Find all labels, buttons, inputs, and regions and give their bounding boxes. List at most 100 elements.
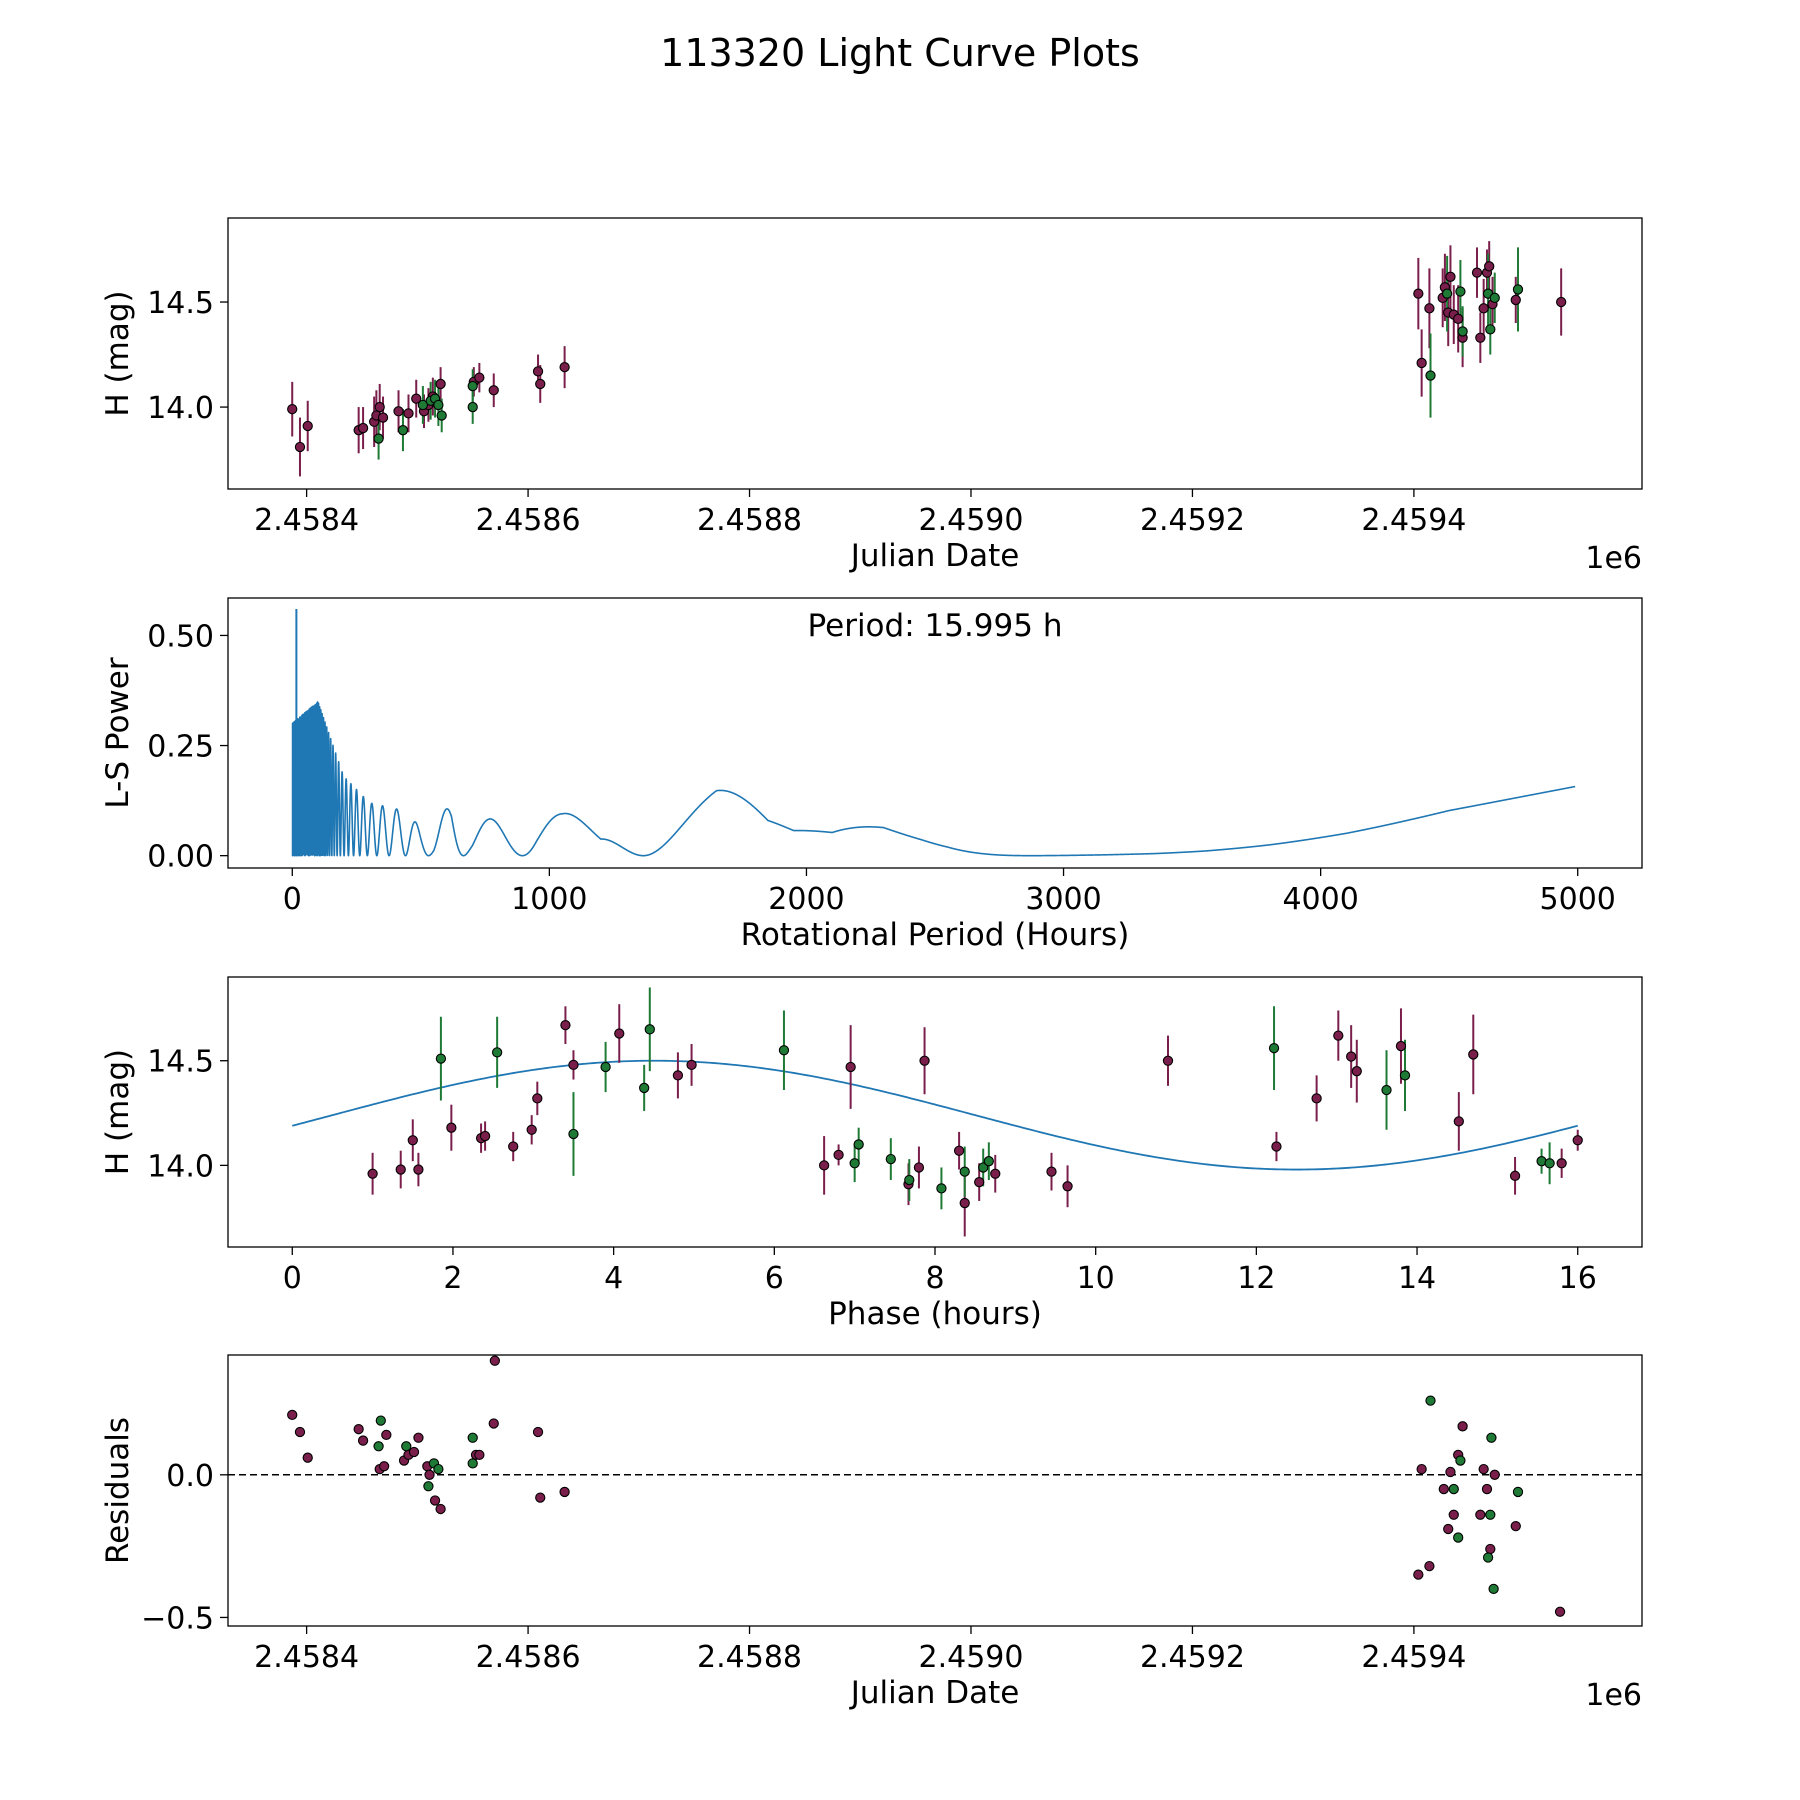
figure-title: 113320 Light Curve Plots xyxy=(660,31,1140,75)
r-band-point xyxy=(953,1145,965,1156)
g-band-point xyxy=(885,1153,896,1165)
r-band-point xyxy=(1413,1569,1424,1580)
g-band-point xyxy=(639,1082,650,1094)
r-band-point xyxy=(1554,1606,1566,1617)
y-axis-label: H (mag) xyxy=(100,290,136,416)
r-band-point xyxy=(1445,271,1456,282)
x-tick-label: 3000 xyxy=(1025,882,1101,917)
r-band-point xyxy=(1484,261,1495,272)
g-band-point xyxy=(1455,1455,1466,1466)
x-tick-label: 2.4588 xyxy=(697,1640,802,1675)
r-band-point xyxy=(560,1019,571,1031)
r-band-point xyxy=(990,1168,1001,1179)
r-band-point xyxy=(1509,1170,1521,1181)
r-band-point xyxy=(294,441,306,453)
r-band-point xyxy=(446,1122,457,1133)
r-band-point xyxy=(413,1164,424,1175)
r-band-point xyxy=(435,1503,446,1515)
x-axis-label: Julian Date xyxy=(849,1675,1020,1711)
r-band-point xyxy=(1346,1051,1357,1062)
y-axis-label: L-S Power xyxy=(100,657,136,808)
r-band-point xyxy=(818,1160,830,1171)
x-tick-label: 2.4592 xyxy=(1140,503,1245,538)
y-tick-label: −0.5 xyxy=(141,1601,214,1636)
y-tick-label: 14.0 xyxy=(147,391,214,426)
x-tick-label: 2.4594 xyxy=(1361,503,1466,538)
r-band-point xyxy=(395,1164,406,1175)
periodogram-line xyxy=(291,701,1576,857)
r-band-point xyxy=(407,1135,418,1146)
plot-area xyxy=(292,987,1583,1237)
x-tick-label: 2.4592 xyxy=(1140,1640,1245,1675)
r-band-point xyxy=(1468,1049,1479,1060)
g-band-point xyxy=(853,1139,864,1150)
r-band-point xyxy=(424,1469,435,1480)
plot-area xyxy=(291,609,1576,857)
x-tick-label: 2.4588 xyxy=(697,503,802,538)
x-tick-label: 2.4590 xyxy=(918,1640,1023,1675)
g-band-point xyxy=(1488,1583,1499,1595)
y-tick-label: 0.0 xyxy=(166,1459,214,1494)
x-tick-label: 2.4584 xyxy=(254,1640,359,1675)
r-band-point xyxy=(1556,1158,1567,1169)
x-offset-label: 1e6 xyxy=(1585,541,1642,576)
phase-curve-panel: 0 2 4 6 8 10 12 14 16 14.0 14.5 Phase (hours) H (mag… xyxy=(100,976,1643,1332)
g-band-point xyxy=(1457,326,1468,337)
r-band-point xyxy=(381,1429,392,1441)
plot-border xyxy=(227,976,1643,1248)
g-band-point xyxy=(436,410,447,421)
x-tick-label: 10 xyxy=(1077,1261,1115,1296)
r-band-point xyxy=(1457,1421,1468,1432)
r-band-point xyxy=(559,1486,570,1498)
r-band-point xyxy=(1556,296,1567,308)
g-band-point xyxy=(904,1174,915,1186)
g-band-point xyxy=(467,380,478,392)
x-tick-label: 2.4586 xyxy=(476,503,581,538)
g-band-point xyxy=(983,1156,994,1167)
r-band-point xyxy=(294,1426,306,1438)
r-band-point xyxy=(535,378,546,390)
r-band-point xyxy=(1481,1483,1493,1495)
y-axis-label: Residuals xyxy=(100,1417,136,1564)
r-band-point xyxy=(357,1435,369,1446)
plot-area xyxy=(287,241,1567,477)
g-band-point xyxy=(849,1158,860,1169)
r-band-point xyxy=(474,372,485,383)
r-band-point xyxy=(1424,303,1435,314)
plot-area xyxy=(228,1355,1642,1617)
r-band-point xyxy=(568,1059,579,1071)
r-band-point xyxy=(1424,1560,1435,1572)
g-band-point xyxy=(959,1166,970,1177)
g-band-point xyxy=(1453,1532,1464,1543)
g-band-point xyxy=(373,1441,384,1452)
x-tick-label: 12 xyxy=(1237,1261,1275,1296)
r-band-point xyxy=(302,420,313,432)
r-band-point xyxy=(1162,1055,1174,1066)
g-band-point xyxy=(491,1047,503,1058)
r-band-point xyxy=(532,1093,543,1104)
r-band-point xyxy=(374,401,385,413)
r-band-point xyxy=(614,1028,625,1039)
r-band-point xyxy=(403,408,414,419)
x-tick-label: 2000 xyxy=(768,882,844,917)
g-band-point xyxy=(401,1441,412,1452)
r-band-point xyxy=(1311,1093,1322,1104)
r-band-point xyxy=(1448,1509,1459,1520)
r-band-point xyxy=(287,404,298,415)
r-band-point xyxy=(393,406,404,417)
x-tick-label: 0 xyxy=(283,1261,302,1296)
g-band-point xyxy=(1512,1486,1524,1498)
x-tick-label: 2.4590 xyxy=(918,503,1023,538)
r-band-point xyxy=(353,1424,364,1435)
r-band-point xyxy=(1333,1030,1344,1041)
g-band-point xyxy=(467,1458,478,1469)
x-axis-label: Phase (hours) xyxy=(828,1296,1042,1332)
g-band-point xyxy=(1268,1043,1280,1054)
r-band-point xyxy=(535,1492,546,1503)
g-band-point xyxy=(1425,1395,1436,1406)
g-band-point xyxy=(375,1415,386,1426)
y-tick-label: 0.00 xyxy=(147,840,214,875)
x-tick-label: 16 xyxy=(1559,1261,1597,1296)
g-band-point xyxy=(1512,284,1524,295)
